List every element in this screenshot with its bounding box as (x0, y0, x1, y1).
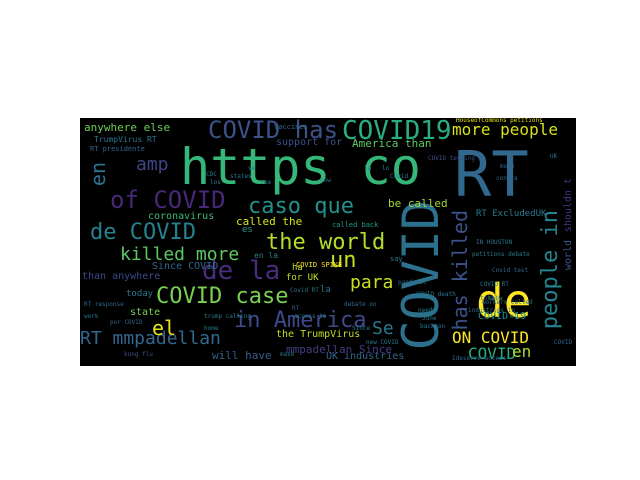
word: RT ExcludedUK (476, 209, 547, 219)
word: COVID RT (480, 281, 509, 288)
word: America than (352, 137, 432, 150)
word: de la (202, 256, 281, 286)
word: petitions debate (472, 251, 530, 258)
word: IN HOUSTON (476, 239, 513, 246)
word: total (480, 295, 499, 302)
word: shouldn t (563, 178, 574, 233)
word: en (512, 342, 532, 361)
word: called back (332, 221, 379, 229)
word: RT mmpadellan (80, 328, 221, 349)
word: se (248, 165, 256, 172)
word: Covid test (492, 267, 529, 274)
word: workers called (482, 299, 533, 306)
word: una (260, 179, 271, 186)
word: COVID case (156, 284, 289, 309)
word: de COVID (90, 220, 196, 245)
word: COVID19 (342, 118, 452, 146)
word: in America (234, 308, 367, 333)
word-cloud: https co RT COVID de COVID has COVID19 o… (80, 118, 576, 366)
word: la (364, 165, 372, 172)
word: anywhere else (84, 121, 171, 134)
word: Since COVID (152, 261, 219, 272)
word: back on (420, 323, 446, 330)
word: COVID death (416, 291, 456, 298)
word: mmpadellan Since (286, 343, 392, 356)
word: people in (538, 210, 563, 330)
word: Vaccines (274, 123, 308, 131)
word: ON COVID (452, 328, 530, 347)
word: COVID SPIKE (296, 261, 343, 269)
word: home (204, 325, 219, 332)
word: el (152, 316, 177, 340)
word: UK (550, 153, 558, 160)
word: now (320, 177, 331, 184)
word: amp (136, 154, 169, 175)
word: than anywhere (82, 271, 161, 282)
word: more people (452, 120, 558, 139)
word: the TrumpVirus (276, 329, 361, 340)
word: kung flu (124, 351, 153, 358)
word: world (563, 240, 574, 271)
word: COVID testing (428, 155, 475, 162)
word: COVID 19 (478, 311, 527, 322)
word: has killed (448, 210, 472, 331)
word: HouseofCommons petitions (456, 118, 543, 124)
word: Covid RT (290, 287, 319, 294)
word: contra (496, 175, 518, 182)
word: say (390, 255, 403, 263)
word: UK industries (326, 351, 405, 362)
word: for UK (286, 273, 319, 283)
word: support for (276, 137, 343, 148)
word: need (418, 307, 433, 314)
word: the world (266, 230, 386, 255)
word: be called (388, 197, 448, 210)
word: COVID (554, 339, 573, 346)
word: access to (294, 313, 327, 320)
word: lo (382, 165, 390, 172)
word: June (422, 315, 437, 322)
word: state (130, 307, 161, 318)
word: TrumpVirus RT (94, 135, 157, 144)
word: of COVID (110, 186, 226, 214)
word: RT (454, 138, 529, 211)
word: COVID (468, 344, 517, 363)
word: Ideserve access (452, 355, 507, 362)
word: industries in (468, 307, 515, 314)
word: today (126, 289, 154, 299)
word: es (242, 225, 253, 235)
word: un (330, 248, 357, 273)
word: new COVID (366, 339, 399, 346)
word: para (350, 272, 394, 293)
word: Covid (390, 173, 409, 180)
word: caso que (248, 194, 354, 219)
word: trump calling (204, 313, 251, 320)
word: called the (236, 215, 303, 228)
word: la (320, 285, 331, 295)
word: will have (212, 349, 272, 362)
word: know (488, 295, 503, 302)
word: Since (352, 325, 371, 332)
word: en (86, 162, 110, 187)
word: ha (292, 263, 303, 273)
word: RT response (84, 301, 124, 308)
word: de (476, 274, 532, 328)
word: pandemic (398, 279, 427, 286)
word: los (210, 179, 221, 186)
word: COVID has (208, 118, 339, 144)
word: https co (180, 138, 421, 196)
word: por COVID (110, 319, 143, 326)
word: debate on (344, 301, 377, 308)
word: RT presidente (90, 145, 145, 153)
word: killed more (120, 244, 240, 265)
word: mask (280, 351, 295, 358)
word: Se (372, 318, 394, 339)
word: el (510, 313, 518, 320)
word: CDC (206, 171, 217, 178)
word: states (230, 173, 252, 180)
word: en la (254, 251, 279, 260)
word: RT (292, 305, 300, 312)
word: coronavirus (148, 211, 215, 222)
word: more (500, 163, 515, 170)
word: work (84, 313, 99, 320)
